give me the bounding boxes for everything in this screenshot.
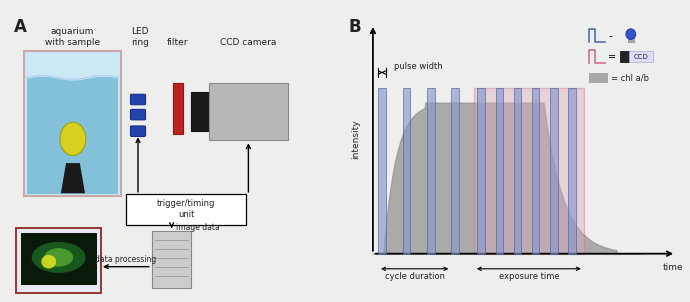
FancyBboxPatch shape bbox=[152, 231, 192, 288]
Text: CCD camera: CCD camera bbox=[220, 38, 277, 47]
FancyBboxPatch shape bbox=[513, 88, 522, 254]
Text: =: = bbox=[608, 52, 616, 62]
Text: exposure time: exposure time bbox=[499, 272, 559, 281]
Text: aquarium
with sample: aquarium with sample bbox=[45, 27, 100, 47]
FancyBboxPatch shape bbox=[191, 92, 208, 131]
Text: image data: image data bbox=[176, 223, 219, 232]
FancyBboxPatch shape bbox=[427, 88, 435, 254]
FancyBboxPatch shape bbox=[16, 228, 101, 293]
Text: data processing: data processing bbox=[95, 255, 157, 264]
FancyBboxPatch shape bbox=[532, 88, 540, 254]
FancyBboxPatch shape bbox=[451, 88, 459, 254]
FancyBboxPatch shape bbox=[474, 88, 584, 254]
FancyBboxPatch shape bbox=[378, 88, 386, 254]
FancyBboxPatch shape bbox=[208, 83, 288, 140]
FancyBboxPatch shape bbox=[24, 51, 121, 196]
FancyBboxPatch shape bbox=[130, 94, 146, 105]
Text: filter: filter bbox=[167, 38, 188, 47]
Text: intensity: intensity bbox=[351, 119, 360, 159]
FancyBboxPatch shape bbox=[620, 51, 629, 62]
Ellipse shape bbox=[44, 248, 73, 267]
FancyBboxPatch shape bbox=[173, 83, 182, 134]
Text: -: - bbox=[608, 31, 612, 41]
FancyBboxPatch shape bbox=[130, 109, 146, 120]
FancyBboxPatch shape bbox=[402, 88, 410, 254]
Text: trigger/timing
unit: trigger/timing unit bbox=[157, 199, 215, 219]
Text: CCD: CCD bbox=[634, 54, 649, 60]
FancyBboxPatch shape bbox=[21, 233, 97, 285]
Text: LED
ring: LED ring bbox=[131, 27, 148, 47]
Text: = chl a/b: = chl a/b bbox=[611, 73, 649, 82]
Text: A: A bbox=[14, 18, 27, 36]
FancyBboxPatch shape bbox=[589, 73, 608, 83]
Ellipse shape bbox=[60, 122, 86, 156]
Ellipse shape bbox=[626, 29, 635, 39]
FancyBboxPatch shape bbox=[126, 194, 246, 225]
FancyBboxPatch shape bbox=[550, 88, 558, 254]
Text: cycle duration: cycle duration bbox=[385, 272, 445, 281]
Ellipse shape bbox=[32, 242, 86, 273]
Ellipse shape bbox=[41, 255, 56, 268]
FancyBboxPatch shape bbox=[26, 77, 119, 194]
Text: time: time bbox=[662, 263, 683, 272]
FancyBboxPatch shape bbox=[495, 88, 503, 254]
Polygon shape bbox=[61, 163, 85, 193]
FancyBboxPatch shape bbox=[628, 37, 633, 42]
FancyBboxPatch shape bbox=[568, 88, 575, 254]
Text: B: B bbox=[348, 18, 361, 36]
FancyBboxPatch shape bbox=[629, 51, 653, 62]
Text: pulse width: pulse width bbox=[394, 62, 443, 71]
FancyBboxPatch shape bbox=[477, 88, 485, 254]
FancyBboxPatch shape bbox=[130, 126, 146, 137]
